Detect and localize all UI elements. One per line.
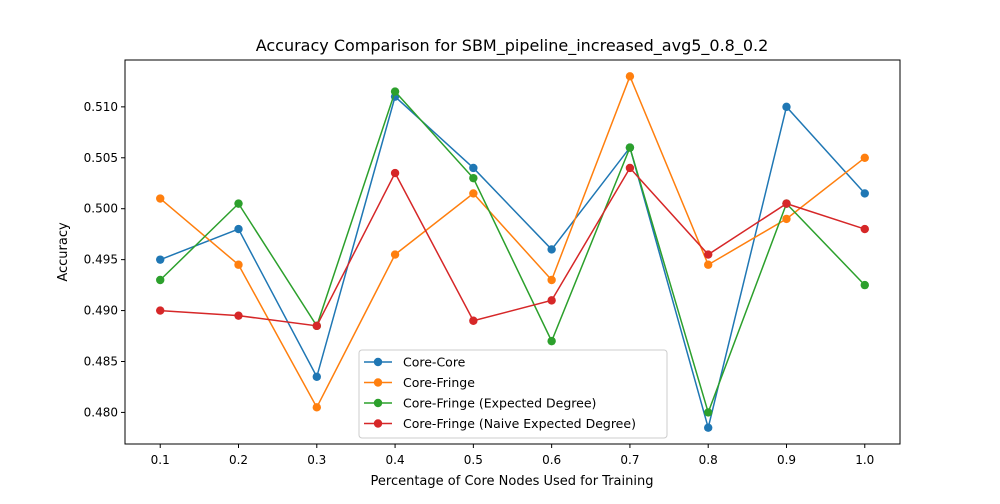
y-axis: 0.480 0.485 0.490 0.495 0.500 0.505 0.510 [84,100,125,419]
data-point [312,372,321,381]
data-point [234,224,243,234]
legend-item: Core-Fringe (Expected Degree) [364,396,596,411]
data-point [469,316,478,325]
series-line [159,74,866,409]
data-point [860,153,869,162]
data-point [390,250,400,259]
x-tick-label: 0.2 [229,453,248,467]
data-point [625,163,635,173]
data-point [860,280,869,290]
legend-label: Core-Fringe (Expected Degree) [403,396,596,411]
data-point [469,173,478,183]
y-tick-label: 0.495 [84,253,118,267]
legend-marker [373,357,383,367]
x-tick-label: 0.9 [777,453,796,467]
x-tick-label: 0.3 [307,453,326,467]
x-axis: 0.1 0.2 0.3 0.4 0.5 0.6 0.7 0.8 0.9 1.0 [151,444,874,467]
legend-label: Core-Fringe [403,375,475,390]
legend-item: Core-Fringe [364,375,475,390]
data-point [547,336,556,346]
y-tick-label: 0.500 [84,202,118,216]
y-tick-label: 0.510 [84,100,118,114]
data-point [625,72,635,81]
data-point [234,311,243,320]
y-tick-label: 0.490 [84,304,118,318]
legend-marker [373,398,383,408]
data-point [469,163,478,173]
y-axis-label: Accuracy [56,222,71,282]
y-tick-label: 0.480 [84,405,118,419]
data-point [547,296,556,305]
data-point [469,189,478,198]
legend-label: Core-Fringe (Naive Expected Degree) [403,416,636,431]
data-point [782,214,791,224]
data-point [390,87,400,96]
y-tick-label: 0.485 [84,354,118,368]
data-point [860,189,869,198]
legend-item: Core-Fringe (Naive Expected Degree) [364,416,636,431]
series-1 [156,72,869,412]
series-line [159,95,866,431]
series-layer [156,72,869,432]
data-point [625,143,635,152]
data-point [704,423,713,432]
series-line [160,166,866,327]
data-point [156,306,165,315]
data-point [704,408,713,417]
x-axis-label: Percentage of Core Nodes Used for Traini… [371,474,654,489]
data-point [390,168,400,178]
legend-frame [358,349,668,439]
data-point [782,199,791,208]
data-point [547,275,556,285]
chart-title: Accuracy Comparison for SBM_pipeline_inc… [256,36,769,56]
data-point [312,403,321,412]
data-point [782,102,791,112]
x-tick-label: 0.6 [542,453,561,467]
x-tick-label: 0.4 [386,453,405,467]
legend-marker [373,378,383,387]
legend-item: Core-Core [364,355,466,370]
legend-marker [373,419,383,428]
x-tick-label: 0.5 [464,453,483,467]
data-point [860,224,869,234]
data-point [234,199,243,208]
series-3 [156,163,869,331]
legend: Core-Core Core-Fringe Core-Fringe (Expecte… [358,349,668,439]
y-tick-label: 0.505 [84,151,118,165]
data-point [156,275,165,285]
legend-label: Core-Core [403,355,466,370]
x-tick-label: 1.0 [855,453,874,467]
data-point [704,250,713,259]
data-point [704,260,713,269]
data-point [312,321,321,331]
data-point [234,260,243,269]
plot-area [124,59,901,445]
x-tick-label: 0.8 [699,453,718,467]
data-point [156,194,165,203]
x-tick-label: 0.7 [620,453,639,467]
data-point [547,245,556,254]
x-tick-label: 0.1 [151,453,170,467]
data-point [156,255,165,264]
series-line [159,90,866,415]
